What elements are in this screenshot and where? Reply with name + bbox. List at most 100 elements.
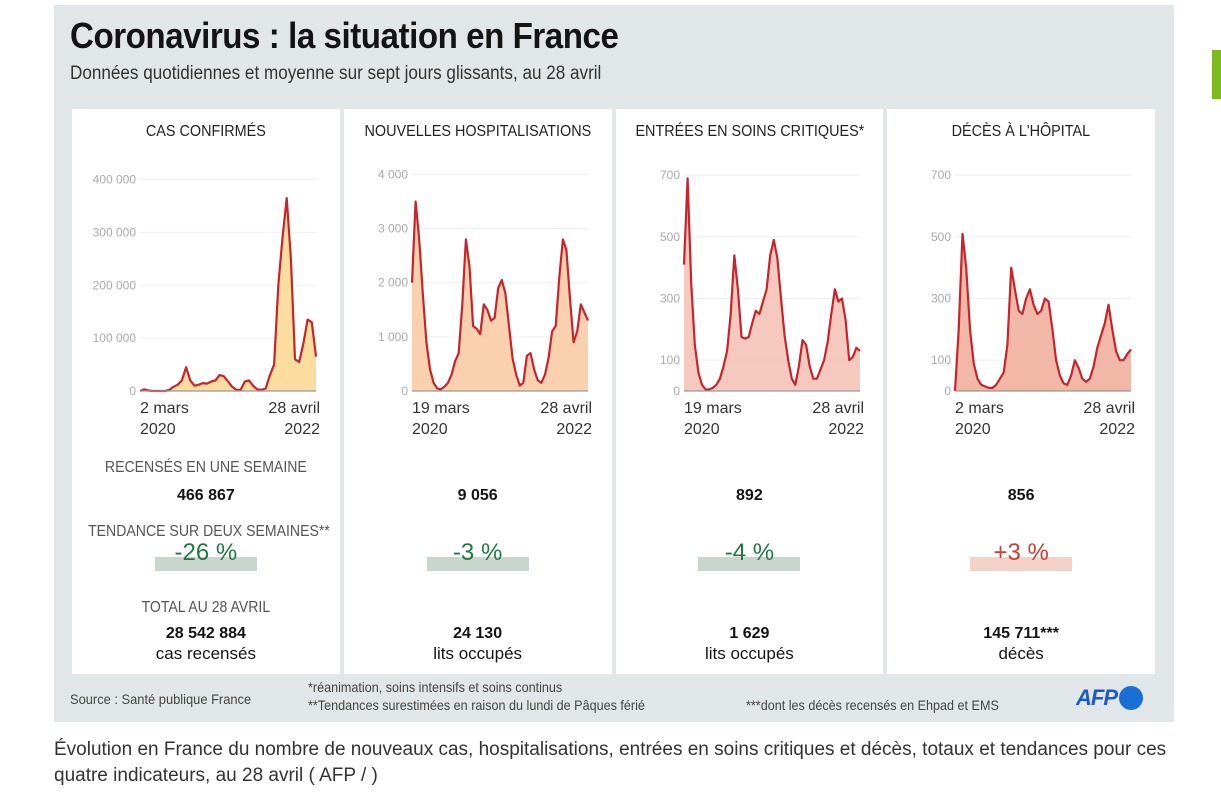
series-line-7day-avg	[410, 200, 589, 391]
footnote-2: **Tendances surestimées en raison du lun…	[308, 697, 645, 713]
total-label: TOTAL AU 28 AVRIL	[141, 599, 271, 616]
y-tick-label: 500	[931, 230, 951, 244]
y-tick-label: 500	[659, 230, 679, 244]
image-caption: Évolution en France du nombre de nouveau…	[54, 739, 1167, 786]
y-tick-label: 100	[931, 353, 951, 367]
x-end-year: 2022	[828, 421, 864, 438]
chart-soins-critiques: 0 100 300 500 700 19 mars 2020 28 avril 2022	[616, 149, 884, 449]
x-end-label: 28 avril	[1084, 400, 1136, 417]
x-start-year: 2020	[684, 421, 720, 438]
x-start-label: 19 mars	[412, 400, 470, 417]
panel-title: CAS CONFIRMÉS	[145, 123, 266, 140]
y-tick-label: 300	[659, 292, 679, 306]
trend-block: -4 %	[616, 539, 884, 571]
afp-logo-dot-icon	[1119, 686, 1143, 710]
y-tick-label: 0	[129, 384, 136, 398]
trend-bar	[426, 557, 529, 571]
trend-block: -26 %	[72, 539, 340, 571]
trend-bar	[154, 557, 257, 571]
x-end-year: 2022	[284, 421, 320, 438]
y-tick-label: 100	[659, 353, 679, 367]
chart-svg: 0 100 300 500 700 2 mars 2020 28 avril 2022	[931, 168, 1136, 438]
x-end-label: 28 avril	[812, 400, 864, 417]
y-tick-label: 300 000	[93, 225, 137, 239]
total-sub: lits occupés	[433, 644, 523, 663]
y-tick-label: 4 000	[378, 167, 408, 181]
area-fill	[683, 178, 860, 391]
x-end-year: 2022	[556, 421, 592, 438]
y-tick-label: 0	[401, 384, 408, 398]
y-tick-label: 100 000	[93, 331, 137, 345]
trend-value: -4 %	[724, 539, 775, 566]
x-start-label: 2 mars	[140, 400, 189, 417]
panel-cas-confirmes: CAS CONFIRMÉS 0 100 000 200 000 300 000 400 …	[72, 109, 340, 674]
x-end-label: 28 avril	[268, 400, 320, 417]
total-value: 145 711***	[983, 625, 1059, 642]
footnote-1: *réanimation, soins intensifs et soins c…	[308, 679, 563, 695]
source-text: Source : Santé publique France	[70, 691, 252, 707]
total-sub: cas recensés	[155, 644, 256, 663]
infographic-subtitle: Données quotidiennes et moyenne sur sept…	[70, 63, 602, 84]
trend-value: +3 %	[993, 539, 1049, 566]
panel-deces: DÉCÈS À L'HÔPITAL 0 100 300 500 700 2 mars 202…	[887, 109, 1155, 674]
y-tick-label: 0	[945, 384, 952, 398]
weekly-label: RECENSÉS EN UNE SEMAINE	[104, 459, 307, 476]
infographic-title: Coronavirus : la situation en France	[70, 15, 619, 56]
area-fill	[411, 201, 588, 391]
weekly-value: 892	[736, 487, 763, 504]
x-start-year: 2020	[955, 421, 991, 438]
area-fill	[140, 198, 316, 391]
footer: Source : Santé publique France *réanimat…	[70, 677, 1160, 719]
x-end-label: 28 avril	[540, 400, 592, 417]
y-tick-label: 3 000	[378, 222, 408, 236]
total-value: 1 629	[729, 625, 770, 642]
total-value: 24 130	[453, 625, 503, 642]
series-line-7day-avg	[954, 232, 1133, 392]
trend-value: -3 %	[452, 539, 503, 566]
x-end-year: 2022	[1100, 421, 1136, 438]
trend-block: +3 %	[887, 539, 1155, 571]
total-sub: lits occupés	[704, 644, 794, 663]
footnote-3: ***dont les décès recensés en Ehpad et E…	[746, 697, 999, 713]
afp-logo-text: AFP	[1076, 685, 1118, 710]
trend-bar	[970, 557, 1073, 571]
y-tick-label: 2 000	[378, 276, 408, 290]
chart-svg: 0 1 000 2 000 3 000 4 000 19 mars 2020 28 avril…	[378, 167, 592, 438]
x-start-year: 2020	[412, 421, 448, 438]
trend-value: -26 %	[174, 539, 238, 566]
weekly-value: 9 056	[457, 487, 498, 504]
panel-title: DÉCÈS À L'HÔPITAL	[951, 123, 1091, 140]
panels: CAS CONFIRMÉS 0 100 000 200 000 300 000 400 …	[72, 109, 1155, 674]
chart-deces: 0 100 300 500 700 2 mars 2020 28 avril 2022	[887, 149, 1155, 449]
side-accent-bar	[1212, 50, 1221, 99]
y-tick-label: 200 000	[93, 278, 137, 292]
series-line-7day-avg	[682, 177, 861, 391]
chart-cas-confirmes: 0 100 000 200 000 300 000 400 000 2 mars 2020 2…	[72, 149, 340, 449]
y-tick-label: 1 000	[378, 330, 408, 344]
chart-svg: 0 100 300 500 700 19 mars 2020 28 avril 2022	[659, 168, 864, 438]
y-tick-label: 700	[931, 168, 951, 182]
panel-hospitalisations: NOUVELLES HOSPITALISATIONS 0 1 000 2 000 3 …	[343, 109, 612, 674]
y-tick-label: 700	[659, 168, 679, 182]
total-value: 28 542 884	[165, 625, 246, 642]
chart-hospitalisations: 0 1 000 2 000 3 000 4 000 19 mars 2020 28 avril…	[344, 149, 612, 449]
weekly-value: 856	[1007, 487, 1035, 504]
trend-label: TENDANCE SUR DEUX SEMAINES**	[88, 523, 330, 540]
x-start-label: 2 mars	[955, 400, 1004, 417]
x-start-label: 19 mars	[684, 400, 742, 417]
series-line-7day-avg	[139, 197, 318, 393]
panel-soins-critiques: ENTRÉES EN SOINS CRITIQUES* 0 100 300 500 70…	[615, 109, 884, 674]
area-fill	[955, 233, 1132, 391]
x-start-year: 2020	[140, 421, 176, 438]
chart-svg: 0 100 000 200 000 300 000 400 000 2 mars 2020 2…	[93, 173, 320, 438]
weekly-value: 466 867	[176, 487, 235, 504]
trend-bar	[698, 557, 801, 571]
trend-block: -3 %	[344, 539, 612, 571]
panel-title: NOUVELLES HOSPITALISATIONS	[364, 123, 591, 140]
y-tick-label: 0	[673, 384, 680, 398]
total-sub: décès	[998, 644, 1044, 663]
y-tick-label: 400 000	[93, 173, 137, 187]
afp-logo: AFP	[1076, 685, 1143, 711]
panel-title: ENTRÉES EN SOINS CRITIQUES*	[634, 123, 864, 140]
y-tick-label: 300	[931, 292, 951, 306]
